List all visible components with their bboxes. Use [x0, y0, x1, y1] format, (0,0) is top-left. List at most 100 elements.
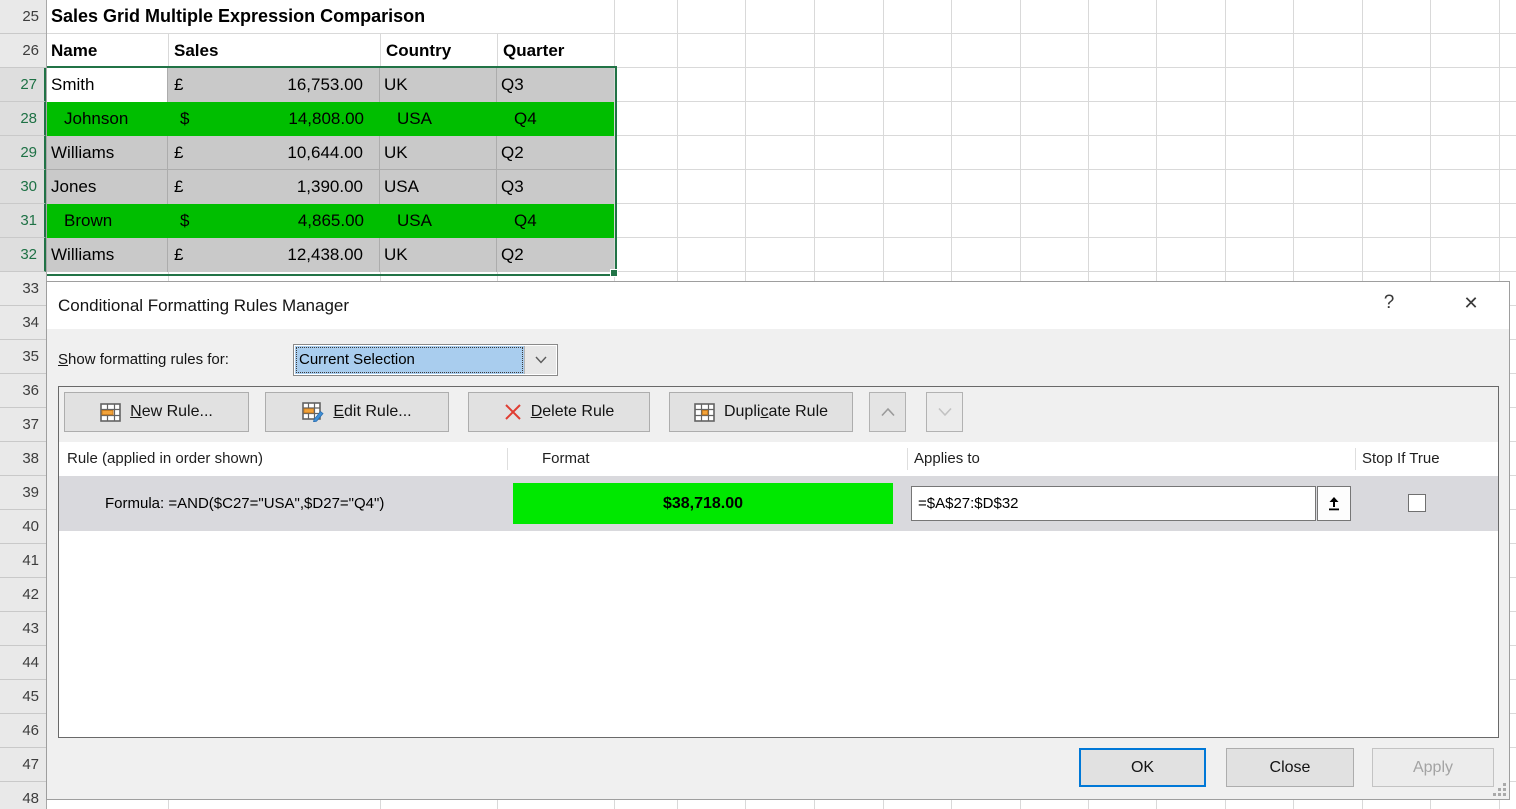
row-header[interactable]: 27 — [0, 68, 46, 102]
row-header[interactable]: 31 — [0, 204, 46, 238]
row-header[interactable]: 48 — [0, 782, 46, 809]
new-rule-button[interactable]: New Rule... — [64, 392, 249, 432]
cell-sales[interactable]: £10,644.00 — [168, 136, 380, 170]
cell-sales[interactable]: £16,753.00 — [168, 68, 380, 102]
cell-country[interactable]: USA — [380, 102, 497, 136]
row-header[interactable]: 46 — [0, 714, 46, 748]
cell-name[interactable]: Williams — [47, 136, 168, 170]
row-header[interactable]: 34 — [0, 306, 46, 340]
duplicate-rule-icon — [694, 402, 715, 422]
rules-list-header: Rule (applied in order shown) Format App… — [59, 442, 1498, 477]
dialog-titlebar[interactable]: Conditional Formatting Rules Manager ? ✕ — [47, 282, 1509, 329]
chevron-down-icon — [534, 356, 547, 364]
delete-rule-icon — [504, 404, 521, 420]
row-header[interactable]: 40 — [0, 510, 46, 544]
cell-quarter[interactable]: Q2 — [497, 238, 614, 272]
sheet-title: Sales Grid Multiple Expression Compariso… — [51, 6, 426, 26]
rules-panel: New Rule... Edit Rule... Delete Rule Dup… — [58, 386, 1499, 738]
cell-name[interactable]: Jones — [47, 170, 168, 204]
cell-country[interactable]: UK — [380, 238, 497, 272]
table-row[interactable]: Johnson $14,808.00 USA Q4 — [47, 102, 614, 136]
table-row[interactable]: Williams £12,438.00 UK Q2 — [47, 238, 614, 272]
cf-rules-manager-dialog: Conditional Formatting Rules Manager ? ✕… — [46, 281, 1510, 800]
row-header[interactable]: 32 — [0, 238, 46, 272]
row-header[interactable]: 26 — [0, 34, 46, 68]
cell-name[interactable]: Johnson — [47, 102, 168, 136]
move-rule-up-button[interactable] — [869, 392, 906, 432]
close-icon[interactable]: ✕ — [1463, 293, 1479, 313]
rule-format-preview: $38,718.00 — [513, 483, 893, 524]
header-stop-if-true: Stop If True — [1362, 450, 1440, 467]
combo-dropdown-button[interactable] — [524, 346, 556, 374]
ok-button[interactable]: OK — [1079, 748, 1206, 787]
table-row[interactable]: Smith £16,753.00 UK Q3 — [47, 68, 614, 102]
show-rules-label: Show formatting rules for: — [58, 351, 229, 368]
applies-to-input[interactable] — [911, 486, 1316, 521]
cell-country[interactable]: USA — [380, 170, 497, 204]
rule-row[interactable]: Formula: =AND($C27="USA",$D27="Q4") $38,… — [59, 476, 1498, 531]
rule-description: Formula: =AND($C27="USA",$D27="Q4") — [105, 495, 385, 512]
table-row[interactable]: Jones £1,390.00 USA Q3 — [47, 170, 614, 204]
header-applies-to: Applies to — [914, 450, 980, 467]
table-row[interactable]: Williams £10,644.00 UK Q2 — [47, 136, 614, 170]
move-rule-down-button[interactable] — [926, 392, 963, 432]
row-header[interactable]: 42 — [0, 578, 46, 612]
row-header[interactable]: 45 — [0, 680, 46, 714]
duplicate-rule-button[interactable]: Duplicate Rule — [669, 392, 853, 432]
cell-name[interactable]: Williams — [47, 238, 168, 272]
cell-quarter[interactable]: Q2 — [497, 136, 614, 170]
row-header[interactable]: 41 — [0, 544, 46, 578]
row-header[interactable]: 25 — [0, 0, 46, 34]
row-header[interactable]: 44 — [0, 646, 46, 680]
table-column-header: Name — [51, 41, 98, 60]
edit-rule-button[interactable]: Edit Rule... — [265, 392, 449, 432]
row-header[interactable]: 39 — [0, 476, 46, 510]
chevron-up-icon — [880, 407, 895, 417]
table-column-header: Sales — [174, 41, 219, 60]
cell-country[interactable]: UK — [380, 68, 497, 102]
cell-quarter[interactable]: Q3 — [497, 170, 614, 204]
cell-name[interactable]: Smith — [47, 68, 168, 102]
cell-sales[interactable]: $4,865.00 — [168, 204, 380, 238]
selection-border — [45, 66, 617, 276]
cell-sales[interactable]: $14,808.00 — [168, 102, 380, 136]
header-rule: Rule (applied in order shown) — [67, 450, 263, 467]
new-rule-icon — [100, 402, 121, 422]
close-button[interactable]: Close — [1226, 748, 1354, 787]
cell-quarter[interactable]: Q3 — [497, 68, 614, 102]
range-select-arrow-icon — [1329, 496, 1339, 510]
cell-country[interactable]: UK — [380, 136, 497, 170]
row-header[interactable]: 29 — [0, 136, 46, 170]
row-header[interactable]: 30 — [0, 170, 46, 204]
cell-sales[interactable]: £1,390.00 — [168, 170, 380, 204]
edit-rule-icon — [302, 402, 324, 422]
cell-name[interactable]: Brown — [47, 204, 168, 238]
row-header[interactable]: 47 — [0, 748, 46, 782]
row-header[interactable]: 35 — [0, 340, 46, 374]
cell-country[interactable]: USA — [380, 204, 497, 238]
delete-rule-button[interactable]: Delete Rule — [468, 392, 650, 432]
help-icon[interactable]: ? — [1383, 292, 1395, 313]
table-column-header: Country — [386, 41, 452, 60]
resize-grip[interactable] — [1493, 783, 1506, 796]
row-header[interactable]: 36 — [0, 374, 46, 408]
chevron-down-icon — [937, 407, 952, 417]
fill-handle[interactable] — [610, 269, 618, 277]
apply-button[interactable]: Apply — [1372, 748, 1494, 787]
row-header[interactable]: 43 — [0, 612, 46, 646]
row-header[interactable]: 28 — [0, 102, 46, 136]
collapse-dialog-button[interactable] — [1317, 486, 1351, 521]
row-header[interactable]: 38 — [0, 442, 46, 476]
cell-quarter[interactable]: Q4 — [497, 102, 614, 136]
table-column-header: Quarter — [503, 41, 565, 60]
cell-sales[interactable]: £12,438.00 — [168, 238, 380, 272]
header-format: Format — [542, 450, 590, 467]
stop-if-true-checkbox[interactable] — [1408, 494, 1426, 512]
scope-selected-value[interactable]: Current Selection — [295, 346, 524, 374]
scope-combobox[interactable]: Current Selection — [293, 344, 558, 376]
row-header[interactable]: 37 — [0, 408, 46, 442]
row-header[interactable]: 33 — [0, 272, 46, 306]
table-row[interactable]: Brown $4,865.00 USA Q4 — [47, 204, 614, 238]
cell-quarter[interactable]: Q4 — [497, 204, 614, 238]
